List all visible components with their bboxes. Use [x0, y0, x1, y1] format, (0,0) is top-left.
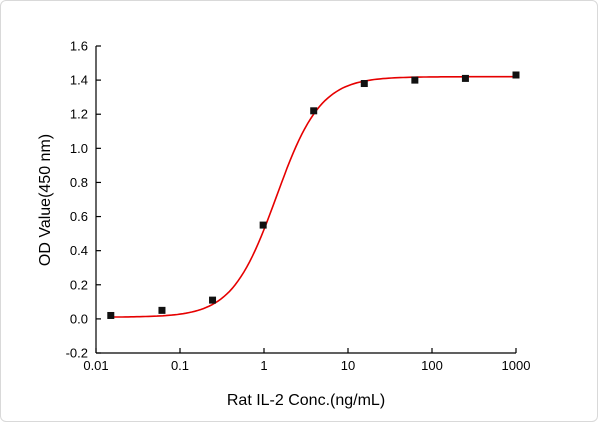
data-point-marker: [411, 76, 419, 84]
data-point-marker: [461, 74, 469, 82]
data-point-marker: [158, 306, 166, 314]
y-tick-label: 0.2: [70, 277, 88, 292]
data-point-marker: [360, 80, 368, 88]
x-axis-title: Rat IL-2 Conc.(ng/mL): [227, 392, 385, 409]
data-point-marker: [259, 221, 267, 229]
y-tick-label: 0.0: [70, 311, 88, 326]
x-tick-label: 0.1: [171, 358, 189, 373]
y-tick-label: 0.8: [70, 175, 88, 190]
x-tick-label: 1000: [502, 358, 531, 373]
y-tick-label: -0.2: [66, 346, 88, 361]
x-tick-label: 1: [260, 358, 267, 373]
x-tick-label: 10: [341, 358, 355, 373]
data-point-marker: [107, 311, 115, 319]
x-tick-label: 100: [421, 358, 443, 373]
fit-curve: [110, 75, 516, 318]
y-tick-label: 0.4: [70, 243, 88, 258]
x-tick-label: 0.01: [83, 358, 108, 373]
y-tick-label: 1.0: [70, 141, 88, 156]
y-axis-title: OD Value(450 nm): [37, 134, 54, 266]
y-tick-label: 0.6: [70, 209, 88, 224]
data-point-marker: [310, 107, 318, 115]
data-point-marker: [209, 296, 217, 304]
plot-area: 0.01 0.1 1 10 100 1000 -0.2 0.0 0.2 0.4 0.6 0.8 1.0 1…: [66, 39, 531, 374]
data-point-marker: [512, 71, 520, 79]
y-tick-label: 1.4: [70, 73, 88, 88]
y-tick-label: 1.6: [70, 39, 88, 54]
y-tick-label: 1.2: [70, 107, 88, 122]
